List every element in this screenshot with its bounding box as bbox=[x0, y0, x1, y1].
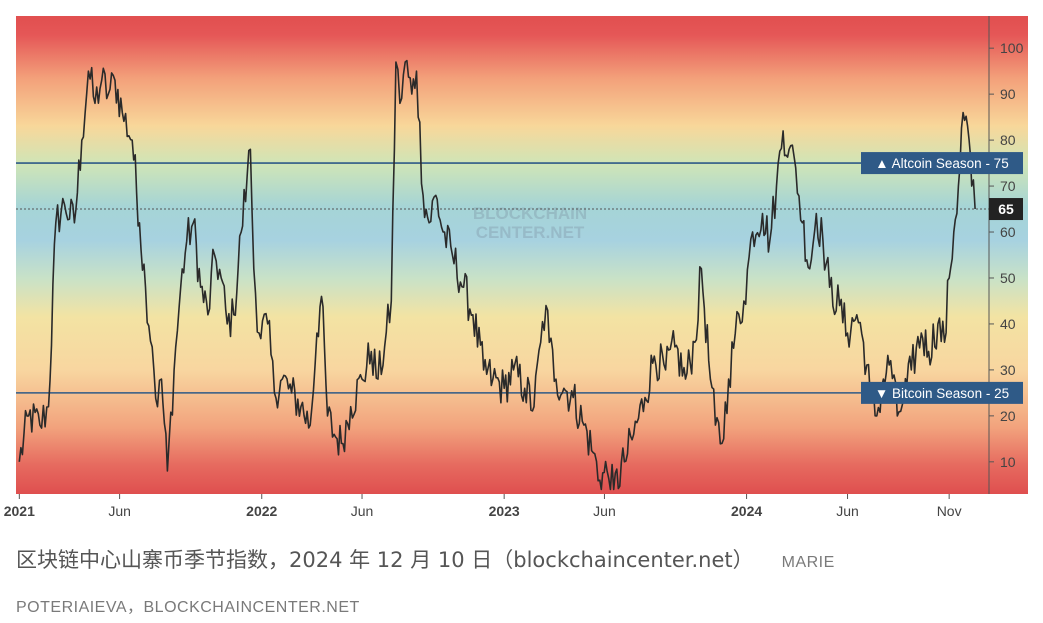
x-tick-label: 2023 bbox=[489, 503, 520, 519]
caption-credit-2: POTERIAIEVA，BLOCKCHAINCENTER.NET bbox=[16, 599, 360, 616]
y-tick-label: 80 bbox=[1000, 132, 1016, 148]
x-tick-label: Jun bbox=[593, 503, 616, 519]
caption-text: 区块链中心山寨币季节指数，2024 年 12 月 10 日（blockchain… bbox=[16, 548, 754, 572]
altcoin-index-line bbox=[18, 59, 976, 491]
chart-background bbox=[16, 16, 1028, 494]
x-tick-label: 2021 bbox=[4, 503, 35, 519]
y-tick-label: 20 bbox=[1000, 408, 1016, 424]
season-label-box bbox=[861, 152, 1023, 175]
x-tick-label: 2022 bbox=[246, 503, 277, 519]
altcoin-season-chart: BLOCKCHAINCENTER.NET 10 20 30 40 50 60 70 80 90 1… bbox=[4, 16, 1028, 519]
y-tick-label: 60 bbox=[1000, 224, 1016, 240]
current-value-box bbox=[989, 198, 1023, 221]
season-label: ▲ Altcoin Season - 75 bbox=[875, 156, 1008, 171]
watermark-text: BLOCKCHAIN bbox=[473, 204, 587, 223]
x-tick-label: 2024 bbox=[731, 503, 762, 519]
y-tick-label: 90 bbox=[1000, 86, 1016, 102]
figure-caption: 区块链中心山寨币季节指数，2024 年 12 月 10 日（blockchain… bbox=[16, 544, 1031, 574]
x-tick-label: Jun bbox=[108, 503, 131, 519]
watermark: BLOCKCHAINCENTER.NET bbox=[473, 204, 587, 242]
y-tick-label: 100 bbox=[1000, 40, 1024, 56]
caption-credit-1: MARIE bbox=[781, 554, 835, 571]
x-tick-label: Jun bbox=[351, 503, 374, 519]
current-value-label: 65 bbox=[998, 201, 1014, 217]
y-tick-label: 30 bbox=[1000, 362, 1016, 378]
season-label-box bbox=[861, 381, 1023, 404]
x-tick-label: Nov bbox=[937, 503, 962, 519]
y-tick-label: 40 bbox=[1000, 316, 1016, 332]
watermark-text: CENTER.NET bbox=[476, 223, 585, 242]
x-tick-label: Jun bbox=[836, 503, 859, 519]
season-label: ▼ Bitcoin Season - 25 bbox=[875, 386, 1009, 401]
y-tick-label: 50 bbox=[1000, 270, 1016, 286]
y-tick-label: 70 bbox=[1000, 178, 1016, 194]
y-tick-label: 10 bbox=[1000, 454, 1016, 470]
